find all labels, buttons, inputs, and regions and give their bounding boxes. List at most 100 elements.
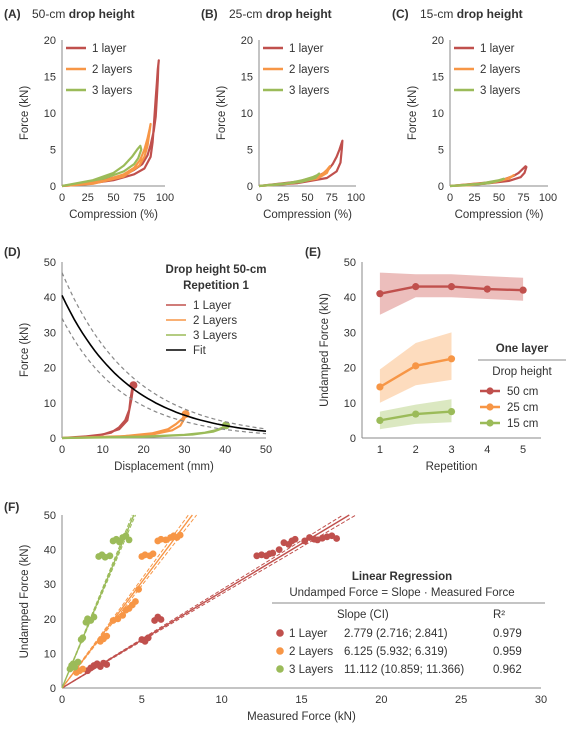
y-tick-label: 20: [344, 363, 356, 375]
data-point: [114, 615, 122, 623]
y-tick-label: 40: [44, 292, 56, 304]
y-axis-title: Force (kN): [216, 86, 228, 140]
data-point: [376, 416, 384, 424]
x-tick-label: 0: [447, 192, 453, 204]
legend-entry: 2 Layers: [289, 646, 333, 658]
data-point: [74, 658, 82, 666]
x-tick-label: 30: [535, 694, 547, 706]
legend-entry: 1 Layer: [289, 628, 328, 640]
x-tick-label: 15: [295, 694, 307, 706]
panel-title-bold: drop height: [457, 7, 523, 21]
x-tick-label: 100: [347, 192, 365, 204]
y-axis-title: Force (kN): [407, 86, 419, 140]
panel-title-prefix: 50-cm: [32, 7, 69, 21]
data-point: [125, 536, 133, 544]
data-point: [135, 585, 143, 593]
legend-entry: 3 layers: [92, 85, 133, 97]
x-tick-label: 75: [133, 192, 145, 204]
legend-title: Linear Regression: [352, 571, 452, 583]
x-tick-label: 0: [59, 192, 65, 204]
regression-line: [61, 514, 193, 689]
series-line-3: [449, 177, 505, 188]
x-tick-label: 5: [520, 444, 526, 456]
y-tick-label: 20: [432, 35, 444, 47]
x-axis-title: Displacement (mm): [114, 461, 214, 473]
y-axis-title: Undamped Force (kN): [19, 544, 31, 658]
x-tick-label: 50: [260, 444, 272, 456]
data-point: [132, 598, 139, 605]
x-tick-label: 50: [301, 192, 313, 204]
column-header: Slope (CI): [337, 609, 389, 621]
y-tick-label: 0: [438, 181, 444, 193]
x-tick-label: 0: [256, 192, 262, 204]
y-tick-label: 50: [44, 257, 56, 269]
panel-title: 25-cm drop height: [229, 7, 332, 21]
data-point: [275, 546, 283, 553]
y-tick-label: 50: [44, 510, 56, 522]
data-point: [71, 663, 79, 671]
y-tick-label: 30: [344, 327, 356, 339]
y-tick-label: 50: [344, 257, 356, 269]
x-tick-label: 25: [455, 694, 467, 706]
x-tick-label: 4: [484, 444, 490, 456]
panel-label: (B): [201, 7, 218, 21]
y-tick-label: 0: [50, 683, 56, 695]
ci-band: [379, 272, 524, 315]
legend-formula: Undamped Force = Slope · Measured Force: [289, 587, 514, 599]
legend-entry: 50 cm: [507, 386, 538, 398]
legend-entry: 3 layers: [289, 85, 330, 97]
x-tick-label: 2: [413, 444, 419, 456]
y-tick-label: 20: [44, 35, 56, 47]
data-point: [176, 531, 184, 539]
data-point: [376, 383, 384, 391]
legend-marker: [276, 647, 284, 655]
chart-panel-3: 0 5 10 15 20 0 25 50 75 100 Compression (%) Force (…: [392, 7, 557, 221]
legend-entry: Fit: [193, 345, 207, 357]
panel-title: 15-cm drop height: [420, 7, 523, 21]
panel-label: (E): [305, 245, 321, 259]
r2-value: 0.959: [493, 646, 522, 658]
x-tick-label: 20: [137, 444, 149, 456]
data-point: [483, 285, 491, 293]
data-point: [103, 632, 111, 640]
data-point: [291, 535, 299, 543]
y-axis-title: Force (kN): [19, 323, 31, 377]
data-point: [447, 408, 456, 416]
data-point: [412, 362, 420, 370]
y-tick-label: 15: [44, 72, 56, 84]
panel-label: (C): [392, 7, 409, 21]
y-tick-label: 10: [432, 108, 444, 120]
y-tick-label: 10: [44, 108, 56, 120]
legend-entry: 3 Layers: [289, 664, 333, 676]
data-point: [301, 537, 309, 545]
y-tick-label: 0: [50, 433, 56, 445]
data-point: [412, 283, 420, 291]
legend-title: One layer: [496, 343, 549, 355]
panel-title-bold: drop height: [266, 7, 332, 21]
legend-box: [270, 566, 550, 670]
fit-line: [61, 295, 267, 432]
x-tick-label: 100: [156, 192, 174, 204]
series-line-1: [61, 59, 160, 188]
data-point: [103, 661, 111, 668]
data-point: [106, 552, 114, 560]
y-tick-label: 40: [344, 292, 356, 304]
data-point: [149, 550, 157, 558]
x-tick-label: 75: [326, 192, 338, 204]
y-axis-title: Undamped Force (kN): [319, 293, 331, 407]
r2-value: 0.979: [493, 628, 522, 640]
chart-panel-6: 0 10 20 30 40 50 0 5 10 15 20 25 30 Measured Force (k…: [4, 500, 550, 723]
y-tick-label: 15: [432, 72, 444, 84]
panel-title-prefix: 25-cm: [229, 7, 266, 21]
panel-title-bold: drop height: [69, 7, 135, 21]
x-tick-label: 25: [277, 192, 289, 204]
legend-entry: 2 Layers: [193, 315, 237, 327]
legend-marker: [486, 419, 494, 427]
legend-entry: 2 layers: [480, 64, 521, 76]
legend-subtitle: Drop height: [492, 366, 552, 378]
data-point: [519, 286, 527, 294]
x-axis-title: Measured Force (kN): [247, 711, 356, 723]
column-header: R²: [493, 609, 505, 621]
data-point: [376, 290, 384, 298]
